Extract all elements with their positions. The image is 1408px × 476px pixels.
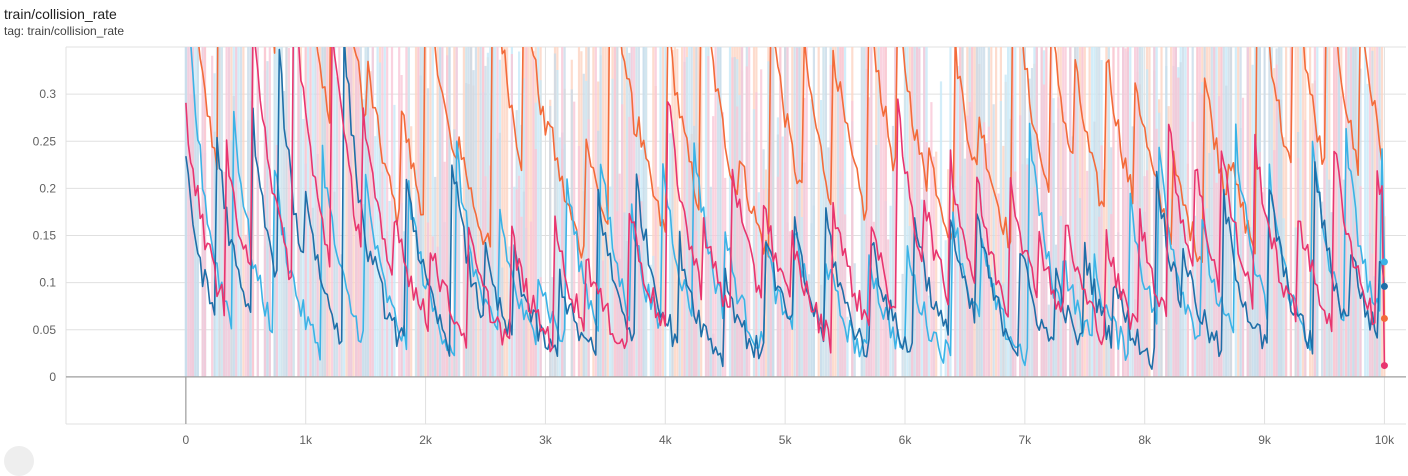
axes [66,376,1406,424]
x-tick-label: 6k [899,433,913,447]
y-tick-label: 0.1 [39,276,56,290]
x-tick-label: 9k [1258,433,1272,447]
y-tick-label: 0.15 [33,229,57,243]
chart-title: train/collision_rate [4,6,117,22]
x-tick-label: 3k [539,433,553,447]
y-tick-label: 0 [49,370,56,384]
x-tick-label: 4k [659,433,673,447]
series-line [185,47,1386,370]
chart-tag: tag: train/collision_rate [4,24,125,38]
series-end-dot [1380,314,1388,322]
series-end-dot [1380,282,1388,290]
series-end-dot [1380,258,1388,266]
series-line [198,47,1386,319]
raw-series-trace [187,47,1379,377]
series-line [185,47,1386,366]
x-tick-label: 0 [183,433,190,447]
x-tick-label: 2k [419,433,433,447]
x-tick-label: 10k [1375,433,1395,447]
x-tick-label: 1k [299,433,313,447]
smoothed-series-layer [185,47,1386,370]
expand-button[interactable] [4,446,34,476]
series-end-markers [1380,258,1388,370]
x-tick-label: 5k [779,433,793,447]
y-tick-label: 0.05 [33,323,57,337]
series-line [190,47,1386,367]
x-tick-label: 8k [1138,433,1152,447]
tick-labels: 0 0.05 0.1 0.15 0.2 0.25 0.3 0 1k 2k 3k 4k 5k 6k 7k 8k 9… [33,87,1395,447]
line-chart: 0 0.05 0.1 0.15 0.2 0.25 0.3 0 1k 2k 3k 4k 5k 6k 7k 8k 9… [33,46,1406,447]
y-tick-label: 0.3 [39,87,56,101]
y-tick-label: 0.25 [33,134,57,148]
x-tick-label: 7k [1019,433,1033,447]
series-end-dot [1380,362,1388,370]
y-tick-label: 0.2 [39,181,56,195]
